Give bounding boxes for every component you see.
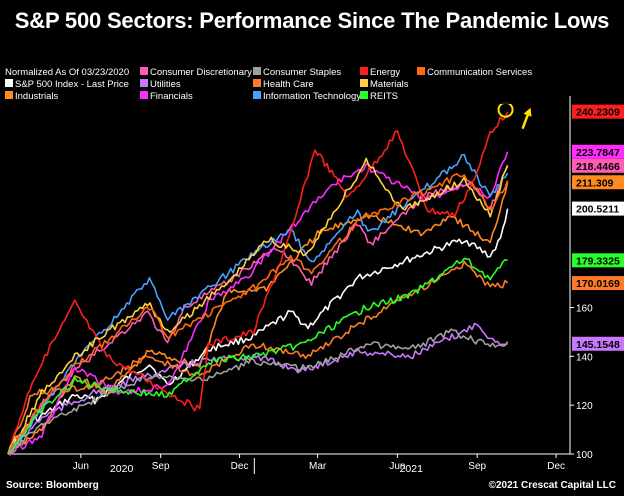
legend-label: Information Technology <box>263 91 361 102</box>
year-label: 2021 <box>400 463 424 475</box>
last-value-box <box>572 144 624 159</box>
legend-label: Communication Services <box>427 67 532 78</box>
series-line <box>7 173 509 455</box>
legend-label: Industrials <box>15 91 59 102</box>
last-value-label: 223.7847 <box>572 144 624 159</box>
last-value-text: 170.0169 <box>576 278 620 290</box>
series-line <box>7 153 509 455</box>
last-value-label: 200.5211 <box>572 201 624 216</box>
last-value-text: 223.7847 <box>576 147 620 159</box>
year-label: 2020 <box>110 463 134 475</box>
x-tick-label: Jun <box>389 461 405 472</box>
series-line <box>7 328 509 455</box>
x-tick-label: Dec <box>231 461 249 472</box>
legend-swatch <box>5 91 13 99</box>
last-value-label: 240.2309 <box>572 104 624 119</box>
legend-label: Consumer Staples <box>263 67 341 78</box>
last-value-label: 218.4466 <box>572 158 624 173</box>
legend-label: Energy <box>370 67 400 78</box>
last-value-text: 211.309 <box>576 177 614 189</box>
y-tick-label: 120 <box>576 401 593 412</box>
legend-swatch <box>253 67 261 75</box>
last-value-label: 179.3325 <box>572 253 624 268</box>
legend-label: Consumer Discretionary <box>150 67 252 78</box>
legend-box <box>3 64 525 104</box>
x-tick-label: Sep <box>468 461 486 472</box>
last-value-box <box>572 253 624 268</box>
last-value-box <box>572 336 624 351</box>
legend-swatch <box>417 67 425 75</box>
legend-swatch <box>140 91 148 99</box>
legend-entry: Health Care <box>253 79 314 90</box>
last-value-text: 145.1548 <box>576 339 620 351</box>
y-tick-label: 100 <box>576 450 593 461</box>
last-value-text: 240.2309 <box>576 107 620 119</box>
highlight-arrow-head <box>523 107 532 117</box>
legend-swatch <box>253 91 261 99</box>
legend-label: Financials <box>150 91 193 102</box>
legend-label: S&P 500 Index - Last Price <box>15 79 129 90</box>
legend-entry: REITS <box>360 91 398 102</box>
legend-header: Normalized As Of 03/23/2020 <box>5 67 129 78</box>
legend-swatch <box>5 79 13 87</box>
copyright-note: ©2021 Crescat Capital LLC <box>488 480 616 491</box>
last-value-text: 179.3325 <box>576 255 620 267</box>
y-tick-label: 140 <box>576 352 593 363</box>
legend-entry: Communication Services <box>417 67 532 78</box>
legend-entry: Materials <box>360 79 409 90</box>
legend-label: Utilities <box>150 79 181 90</box>
series-line <box>7 257 508 455</box>
last-value-label: 170.0169 <box>572 276 624 291</box>
last-value-text: 218.4466 <box>576 161 620 173</box>
legend-swatch <box>360 79 368 87</box>
source-note: Source: Bloomberg <box>6 480 99 491</box>
y-tick-label: 160 <box>576 304 593 315</box>
legend-entry: Consumer Discretionary <box>140 67 252 78</box>
legend-label: REITS <box>370 91 398 102</box>
x-tick-label: Jun <box>73 461 89 472</box>
last-value-label: 145.1548 <box>572 336 624 351</box>
last-value-box <box>572 175 624 190</box>
last-value-box <box>572 104 624 119</box>
last-value-text: 200.5211 <box>576 204 619 216</box>
last-value-labels: 240.2309 223.7847 218.4466 211.309 200.5211 1… <box>572 104 624 351</box>
legend-swatch <box>360 67 368 75</box>
legend-swatch <box>140 67 148 75</box>
annotations <box>497 101 532 130</box>
last-value-box <box>572 201 624 216</box>
legend-entry: Financials <box>140 91 193 102</box>
legend-swatch <box>140 79 148 87</box>
highlight-arrow <box>521 112 530 130</box>
x-tick-label: Mar <box>309 461 327 472</box>
legend: Normalized As Of 03/23/2020 Consumer Disc… <box>3 64 532 104</box>
legend-swatch <box>253 79 261 87</box>
chart-title: S&P 500 Sectors: Performance Since The P… <box>14 8 610 33</box>
axes: Jun Sep Dec Mar Jun Sep Dec 2020 2021 100 120 140 16… <box>8 96 593 475</box>
legend-swatch <box>360 91 368 99</box>
x-tick-label: Dec <box>547 461 565 472</box>
legend-entry: Consumer Staples <box>253 67 341 78</box>
series-line <box>7 151 509 456</box>
legend-entry: Information Technology <box>253 91 361 102</box>
legend-entry: Energy <box>360 67 400 78</box>
last-value-box <box>572 276 624 291</box>
legend-entry: Utilities <box>140 79 181 90</box>
legend-entry: Industrials <box>5 91 59 102</box>
highlight-circle <box>497 101 514 118</box>
legend-label: Health Care <box>263 79 314 90</box>
last-value-label: 211.309 <box>572 175 624 190</box>
legend-label: Materials <box>370 79 409 90</box>
series-line <box>7 157 509 455</box>
series-line <box>7 208 509 455</box>
series-lines <box>7 111 509 456</box>
legend-entry: S&P 500 Index - Last Price <box>5 79 129 90</box>
x-tick-label: Sep <box>152 461 170 472</box>
last-value-box <box>572 158 624 173</box>
series-line <box>7 111 509 455</box>
series-line <box>7 322 508 455</box>
